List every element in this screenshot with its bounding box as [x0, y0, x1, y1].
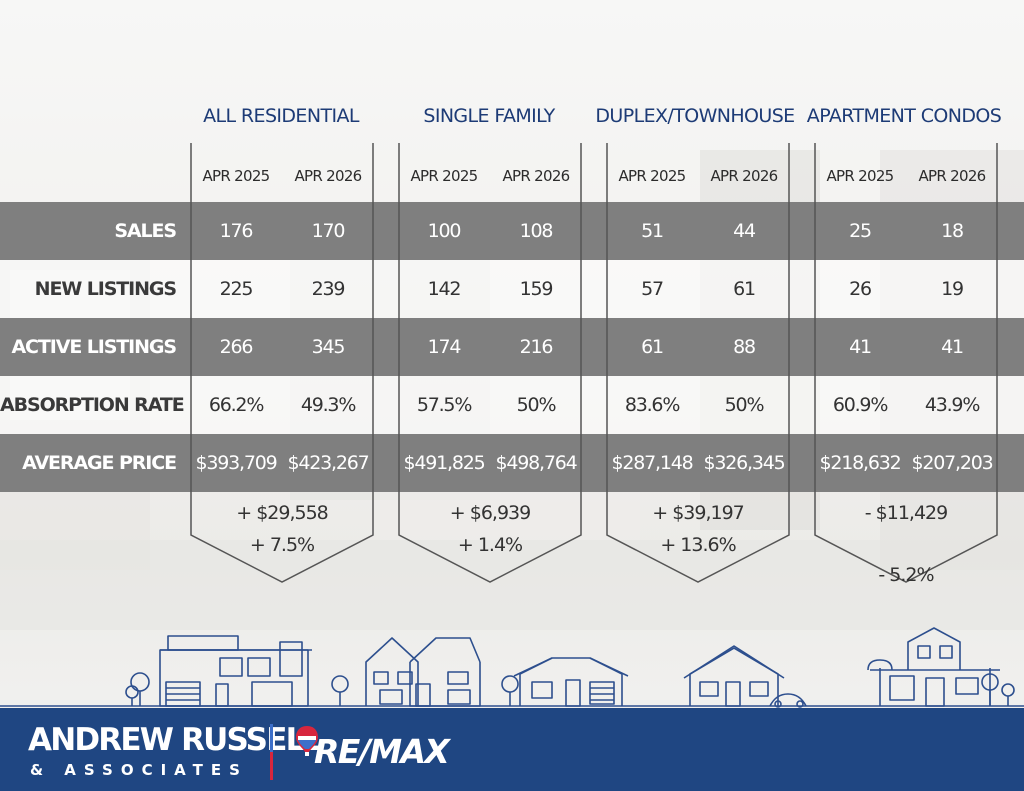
- brand-name: ANDREW RUSSELL: [28, 722, 323, 758]
- value-cell: $423,267: [287, 452, 369, 474]
- category-title-apartment-condos: APARTMENT CONDOS: [806, 105, 1002, 127]
- value-cell: 176: [219, 220, 254, 242]
- value-cell: 43.9%: [924, 394, 981, 416]
- value-cell: 50%: [516, 394, 557, 416]
- value-cell: $207,203: [911, 452, 993, 474]
- footer-bar: ANDREW RUSSELL & ASSOCIATES RE/MAX: [0, 708, 1024, 791]
- row-label-absorption-rate: ABSORPTION RATE: [0, 394, 185, 416]
- value-cell: 50%: [724, 394, 765, 416]
- remax-logo: RE/MAX: [314, 732, 450, 771]
- value-cell: 159: [519, 278, 554, 300]
- change-percent-all-residential: + 7.5%: [249, 534, 315, 556]
- value-cell: 83.6%: [624, 394, 681, 416]
- row-label-average-price: AVERAGE PRICE: [22, 452, 177, 474]
- value-cell: 41: [941, 336, 964, 358]
- col-header-condo-2025: APR 2025: [826, 167, 894, 185]
- value-cell: 51: [641, 220, 664, 242]
- col-header-duplex-2025: APR 2025: [618, 167, 686, 185]
- remax-balloon-icon: [296, 726, 318, 756]
- change-amount-duplex-townhouse: + $39,197: [652, 502, 745, 524]
- category-title-all-residential: ALL RESIDENTIAL: [203, 105, 359, 127]
- value-cell: 41: [849, 336, 872, 358]
- value-cell: $218,632: [819, 452, 901, 474]
- value-cell: 170: [311, 220, 346, 242]
- value-cell: 174: [427, 336, 462, 358]
- row-label-new-listings: NEW LISTINGS: [34, 278, 177, 300]
- change-amount-apartment-condos: - $11,429: [864, 502, 948, 524]
- change-percent-apartment-condos: - 5.2%: [878, 564, 934, 586]
- value-cell: 26: [849, 278, 872, 300]
- houses-illustration: [0, 627, 1024, 708]
- category-title-single-family: SINGLE FAMILY: [423, 105, 555, 127]
- value-cell: $498,764: [495, 452, 577, 474]
- value-cell: 345: [311, 336, 346, 358]
- value-cell: 49.3%: [300, 394, 357, 416]
- value-cell: 57: [641, 278, 664, 300]
- col-header-sf-2025: APR 2025: [410, 167, 478, 185]
- value-cell: 57.5%: [416, 394, 473, 416]
- value-cell: $491,825: [403, 452, 485, 474]
- value-cell: 88: [733, 336, 756, 358]
- value-cell: 142: [427, 278, 462, 300]
- value-cell: 100: [427, 220, 462, 242]
- footer-divider: [270, 724, 273, 780]
- value-cell: 25: [849, 220, 872, 242]
- value-cell: 18: [941, 220, 964, 242]
- value-cell: 44: [733, 220, 756, 242]
- change-amount-single-family: + $6,939: [449, 502, 531, 524]
- value-cell: $393,709: [195, 452, 277, 474]
- change-percent-duplex-townhouse: + 13.6%: [660, 534, 736, 556]
- value-cell: 60.9%: [832, 394, 889, 416]
- value-cell: 266: [219, 336, 254, 358]
- value-cell: 19: [941, 278, 964, 300]
- value-cell: 66.2%: [208, 394, 265, 416]
- value-cell: 61: [733, 278, 756, 300]
- value-cell: 225: [219, 278, 254, 300]
- col-header-duplex-2026: APR 2026: [710, 167, 778, 185]
- value-cell: $287,148: [611, 452, 693, 474]
- value-cell: 216: [519, 336, 554, 358]
- value-cell: 239: [311, 278, 346, 300]
- change-percent-single-family: + 1.4%: [457, 534, 523, 556]
- col-header-sf-2026: APR 2026: [502, 167, 570, 185]
- brand-subtitle: & ASSOCIATES: [30, 761, 248, 779]
- row-label-sales: SALES: [114, 220, 177, 242]
- row-label-active-listings: ACTIVE LISTINGS: [11, 336, 177, 358]
- value-cell: 108: [519, 220, 554, 242]
- category-title-duplex-townhouse: DUPLEX/TOWNHOUSE: [595, 105, 795, 127]
- col-header-all-2025: APR 2025: [202, 167, 270, 185]
- value-cell: 61: [641, 336, 664, 358]
- col-header-condo-2026: APR 2026: [918, 167, 986, 185]
- change-amount-all-residential: + $29,558: [236, 502, 329, 524]
- value-cell: $326,345: [703, 452, 785, 474]
- col-header-all-2026: APR 2026: [294, 167, 362, 185]
